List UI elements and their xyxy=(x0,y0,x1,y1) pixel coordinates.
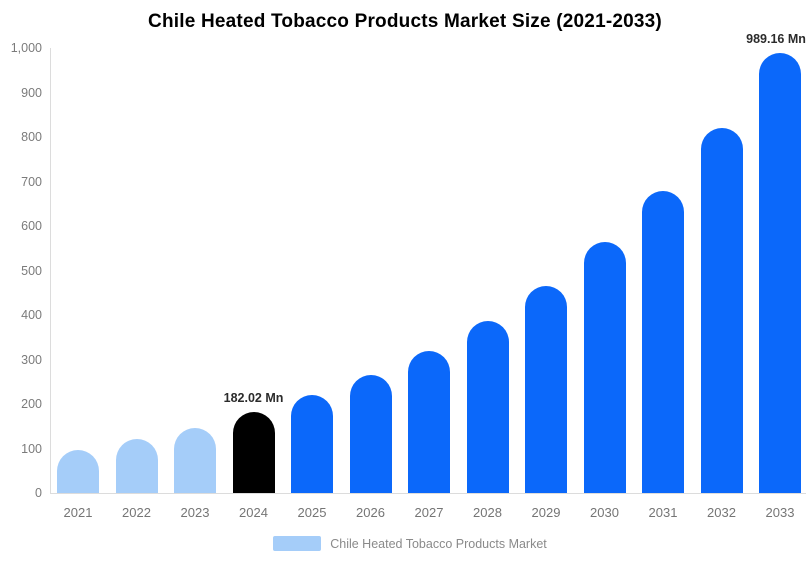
chart-title: Chile Heated Tobacco Products Market Siz… xyxy=(148,11,662,32)
y-tick-label: 700 xyxy=(21,174,42,189)
x-tick-label: 2023 xyxy=(180,505,210,520)
data-label-2033: 989.16 Mn xyxy=(746,31,806,46)
bar-2027[interactable] xyxy=(408,350,450,493)
x-tick-label: 2021 xyxy=(63,505,93,520)
x-tick-label: 2028 xyxy=(473,505,502,520)
bar-2030[interactable] xyxy=(583,242,626,493)
x-tick-label: 2029 xyxy=(531,505,561,520)
y-tick-label: 400 xyxy=(21,308,42,322)
y-tick-label: 200 xyxy=(21,397,42,411)
y-tick-label: 500 xyxy=(21,263,42,278)
bar-2026[interactable] xyxy=(349,375,392,493)
bar-2022[interactable] xyxy=(115,439,158,493)
bar-2024[interactable] xyxy=(232,412,275,493)
x-tick-label: 2031 xyxy=(648,505,678,520)
bar-2025[interactable] xyxy=(291,395,333,493)
legend-swatch xyxy=(273,536,322,551)
bar-2021[interactable] xyxy=(57,449,99,493)
y-axis-line xyxy=(50,48,51,493)
x-tick-label: 2027 xyxy=(414,505,444,520)
y-tick-label: 900 xyxy=(21,85,42,100)
y-tick-label: 800 xyxy=(21,130,42,144)
bar-2029[interactable] xyxy=(525,285,567,493)
bar-2031[interactable] xyxy=(642,190,684,493)
legend-item[interactable]: Chile Heated Tobacco Products Market xyxy=(5,536,810,551)
x-tick-label: 2025 xyxy=(297,505,327,520)
y-tick-label: 300 xyxy=(21,352,42,367)
x-tick-label: 2022 xyxy=(122,505,151,520)
y-tick-label: 0 xyxy=(35,486,42,500)
y-tick-label: 1,000 xyxy=(10,41,42,55)
x-tick-label: 2032 xyxy=(707,505,736,520)
bar-2033[interactable] xyxy=(759,52,801,493)
bar-2028[interactable] xyxy=(466,321,509,493)
plot-area: 182.02 Mn 989.16 Mn xyxy=(57,31,806,493)
y-tick-label: 100 xyxy=(21,441,42,456)
bar-2032[interactable] xyxy=(700,128,743,493)
x-tick-label: 2024 xyxy=(239,505,268,520)
x-tick-label: 2030 xyxy=(590,505,619,520)
y-tick-label: 600 xyxy=(21,219,42,233)
data-label-2024: 182.02 Mn xyxy=(223,391,284,406)
x-axis: 2021 2022 2023 2024 2025 2026 2027 2028 2029 2030… xyxy=(0,505,810,523)
y-axis: 1,000 900 800 700 600 500 400 300 200 100 0 xyxy=(0,0,43,562)
x-tick-label: 2026 xyxy=(356,505,385,520)
x-tick-label: 2033 xyxy=(765,505,795,520)
legend-label: Chile Heated Tobacco Products Market xyxy=(330,536,547,551)
x-axis-line xyxy=(50,493,806,494)
bar-2023[interactable] xyxy=(174,427,216,493)
